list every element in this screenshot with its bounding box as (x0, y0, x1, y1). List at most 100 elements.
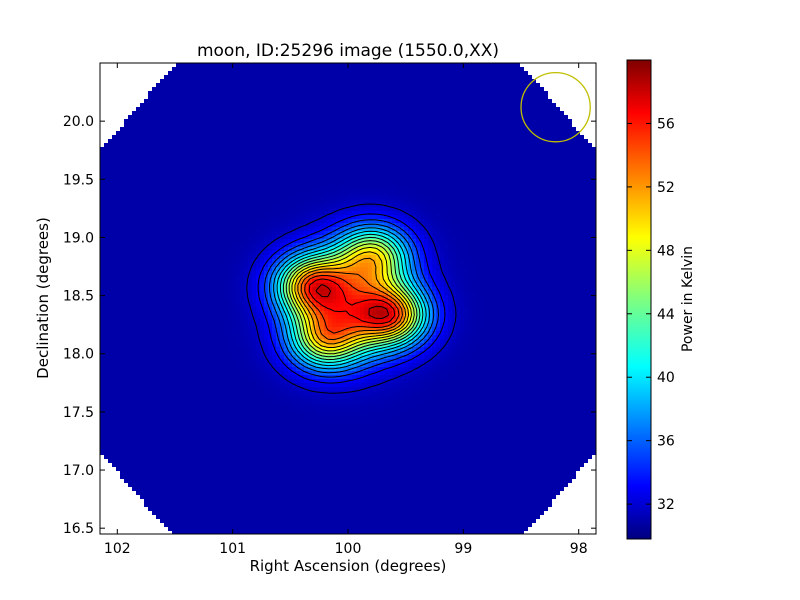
heatmap-cell (464, 79, 468, 83)
heatmap-cell (436, 87, 440, 91)
heatmap-cell (236, 83, 240, 87)
heatmap-cell (204, 79, 208, 83)
heatmap-cell (548, 135, 552, 139)
heatmap-cell (408, 87, 412, 91)
heatmap-cell (528, 159, 532, 163)
heatmap-cell (392, 87, 396, 91)
heatmap-cell (348, 91, 352, 95)
heatmap-cell (484, 155, 488, 159)
heatmap-cell (276, 223, 280, 227)
heatmap-cell (496, 163, 500, 167)
heatmap-cell (364, 127, 368, 131)
heatmap-cell (212, 123, 216, 127)
heatmap-cell (364, 107, 368, 111)
heatmap-cell (252, 155, 256, 159)
heatmap-cell (564, 115, 568, 119)
heatmap-cell (312, 143, 316, 147)
heatmap-cell (152, 155, 156, 159)
heatmap-cell (412, 179, 416, 183)
heatmap-cell (472, 135, 476, 139)
heatmap-cell (536, 123, 540, 127)
heatmap-cell (580, 187, 584, 191)
heatmap-cell (184, 151, 188, 155)
heatmap-cell (228, 223, 232, 227)
heatmap-cell (476, 143, 480, 147)
heatmap-cell (536, 227, 540, 231)
heatmap-cell (456, 123, 460, 127)
heatmap-cell (472, 123, 476, 127)
heatmap-cell (216, 67, 220, 71)
heatmap-cell (152, 143, 156, 147)
heatmap-cell (172, 235, 176, 239)
heatmap-cell (300, 167, 304, 171)
heatmap-cell (120, 219, 124, 223)
heatmap-cell (416, 195, 420, 199)
heatmap-cell (516, 75, 520, 79)
heatmap-cell (220, 191, 224, 195)
heatmap-cell (384, 191, 388, 195)
heatmap-cell (300, 115, 304, 119)
heatmap-cell (376, 87, 380, 91)
heatmap-cell (348, 119, 352, 123)
heatmap-cell (388, 63, 392, 67)
heatmap-cell (208, 139, 212, 143)
heatmap-cell (552, 119, 556, 123)
heatmap-cell (480, 167, 484, 171)
heatmap-cell (504, 227, 508, 231)
heatmap-cell (220, 195, 224, 199)
heatmap-cell (440, 211, 444, 215)
heatmap-cell (424, 179, 428, 183)
heatmap-cell (136, 131, 140, 135)
heatmap-cell (424, 207, 428, 211)
heatmap-cell (168, 87, 172, 91)
heatmap-cell (528, 175, 532, 179)
heatmap-cell (224, 83, 228, 87)
heatmap-cell (528, 151, 532, 155)
heatmap-cell (484, 131, 488, 135)
heatmap-cell (544, 179, 548, 183)
heatmap-cell (424, 95, 428, 99)
heatmap-cell (144, 127, 148, 131)
heatmap-cell (200, 143, 204, 147)
heatmap-cell (252, 203, 256, 207)
heatmap-cell (484, 171, 488, 175)
heatmap-cell (124, 203, 128, 207)
heatmap-cell (560, 127, 564, 131)
heatmap-cell (280, 143, 284, 147)
heatmap-cell (248, 103, 252, 107)
heatmap-cell (396, 203, 400, 207)
heatmap-cell (552, 203, 556, 207)
heatmap-cell (276, 119, 280, 123)
heatmap-cell (140, 167, 144, 171)
heatmap-cell (380, 147, 384, 151)
heatmap-cell (236, 119, 240, 123)
heatmap-cell (364, 195, 368, 199)
heatmap-cell (448, 231, 452, 235)
heatmap-cell (444, 171, 448, 175)
heatmap-cell (264, 219, 268, 223)
heatmap-cell (468, 139, 472, 143)
heatmap-cell (288, 83, 292, 87)
heatmap-cell (384, 151, 388, 155)
heatmap-cell (568, 159, 572, 163)
heatmap-cell (356, 123, 360, 127)
heatmap-cell (180, 227, 184, 231)
heatmap-cell (348, 115, 352, 119)
heatmap-cell (312, 147, 316, 151)
heatmap-cell (424, 115, 428, 119)
heatmap-cell (332, 67, 336, 71)
heatmap-cell (432, 227, 436, 231)
heatmap-cell (432, 163, 436, 167)
heatmap-cell (440, 191, 444, 195)
heatmap-cell (524, 127, 528, 131)
heatmap-cell (392, 183, 396, 187)
heatmap-cell (560, 123, 564, 127)
heatmap-cell (172, 223, 176, 227)
heatmap-cell (248, 167, 252, 171)
heatmap-cell (484, 211, 488, 215)
heatmap-cell (188, 99, 192, 103)
heatmap-cell (536, 203, 540, 207)
heatmap-cell (476, 223, 480, 227)
heatmap-cell (492, 107, 496, 111)
heatmap-cell (324, 223, 328, 227)
